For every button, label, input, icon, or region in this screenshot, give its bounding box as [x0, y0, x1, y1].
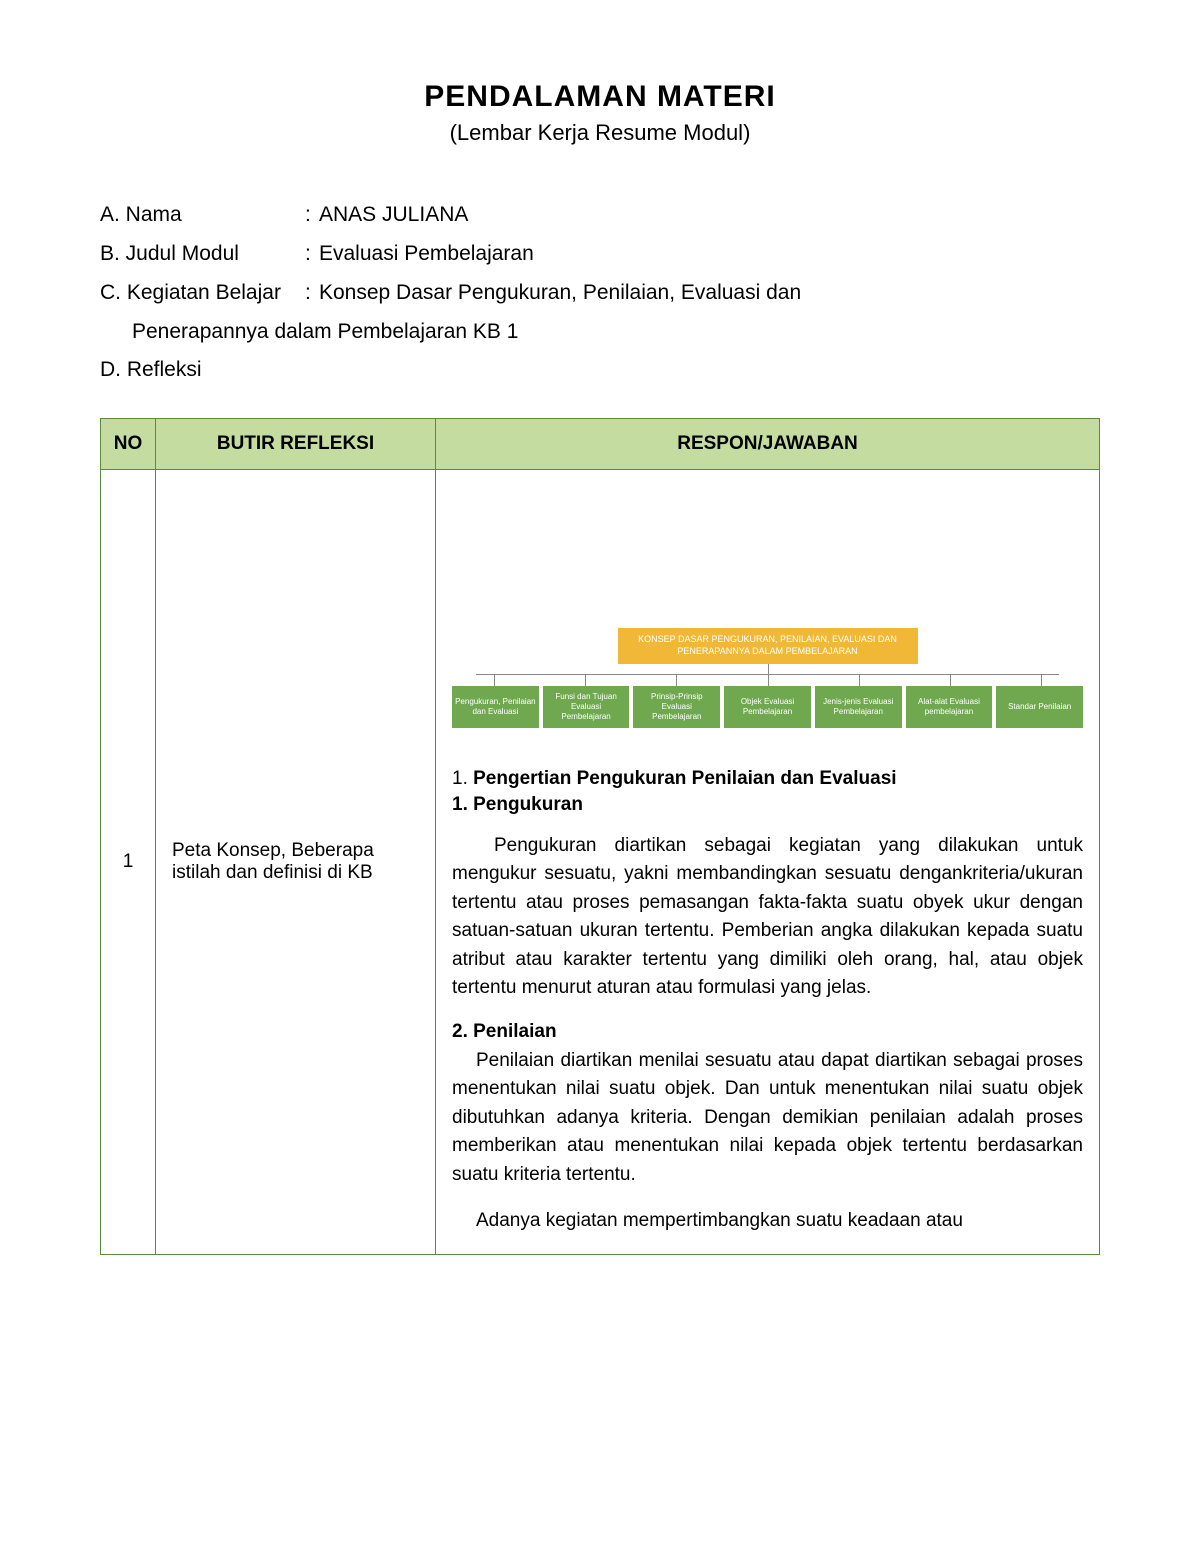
info-label: B. Judul Modul [100, 235, 305, 274]
info-label: A. Nama [100, 196, 305, 235]
info-value: Evaluasi Pembelajaran [319, 235, 1100, 274]
refleksi-table: NO BUTIR REFLEKSI RESPON/JAWABAN 1 Peta … [100, 418, 1100, 1254]
page-title: PENDALAMAN MATERI [100, 80, 1100, 114]
info-continuation: Penerapannya dalam Pembelajaran KB 1 [100, 313, 1100, 352]
info-value: ANAS JULIANA [319, 196, 1100, 235]
info-row-refleksi: D. Refleksi [100, 351, 1100, 390]
info-label: D. Refleksi [100, 351, 305, 390]
concept-map-diagram: KONSEP DASAR PENGUKURAN, PENILAIAN, EVAL… [452, 628, 1083, 727]
page-subtitle: (Lembar Kerja Resume Modul) [100, 120, 1100, 146]
diagram-child-node: Prinsip-Prinsip Evaluasi Pembelajaran [633, 686, 720, 728]
respon-heading-1: 1. Pengertian Pengukuran Penilaian dan E… [452, 768, 1083, 790]
diagram-child-node: Alat-alat Evaluasi pembelajaran [906, 686, 993, 728]
paragraph: Adanya kegiatan mempertimbangkan suatu k… [452, 1207, 1083, 1236]
diagram-root-node: KONSEP DASAR PENGUKURAN, PENILAIAN, EVAL… [618, 628, 918, 663]
table-header-row: NO BUTIR REFLEKSI RESPON/JAWABAN [101, 419, 1100, 470]
colon: : [305, 235, 319, 274]
th-no: NO [101, 419, 156, 470]
info-row-kegiatan: C. Kegiatan Belajar : Konsep Dasar Pengu… [100, 274, 1100, 313]
paragraph: Pengukuran diartikan sebagai kegiatan ya… [452, 832, 1083, 1003]
diagram-child-node: Funsi dan Tujuan Evaluasi Pembelajaran [543, 686, 630, 728]
diagram-child-node: Pengukuran, Penilaian dan Evaluasi [452, 686, 539, 728]
table-row: 1 Peta Konsep, Beberapa istilah dan defi… [101, 470, 1100, 1254]
info-value: Konsep Dasar Pengukuran, Penilaian, Eval… [319, 274, 1100, 313]
title-block: PENDALAMAN MATERI (Lembar Kerja Resume M… [100, 80, 1100, 146]
diagram-child-node: Standar Penilaian [996, 686, 1083, 728]
cell-no: 1 [101, 470, 156, 1254]
h1-bold: Pengertian Pengukuran Penilaian dan Eval… [473, 768, 896, 789]
diagram-children: Pengukuran, Penilaian dan Evaluasi Funsi… [452, 686, 1083, 728]
respon-heading-2: 1. Pengukuran [452, 794, 1083, 816]
h1-prefix: 1. [452, 768, 473, 789]
paragraph: Penilaian diartikan menilai sesuatu atau… [452, 1047, 1083, 1190]
info-label: C. Kegiatan Belajar [100, 274, 305, 313]
info-list: A. Nama : ANAS JULIANA B. Judul Modul : … [100, 196, 1100, 390]
cell-butir: Peta Konsep, Beberapa istilah dan defini… [156, 470, 436, 1254]
respon-body: 1. Pengertian Pengukuran Penilaian dan E… [452, 768, 1083, 1236]
info-row-modul: B. Judul Modul : Evaluasi Pembelajaran [100, 235, 1100, 274]
colon: : [305, 196, 319, 235]
diagram-connector [452, 664, 1083, 686]
diagram-child-node: Objek Evaluasi Pembelajaran [724, 686, 811, 728]
th-butir: BUTIR REFLEKSI [156, 419, 436, 470]
cell-respon: KONSEP DASAR PENGUKURAN, PENILAIAN, EVAL… [436, 470, 1100, 1254]
colon: : [305, 274, 319, 313]
respon-subhead-2: 2. Penilaian [452, 1021, 1083, 1043]
th-respon: RESPON/JAWABAN [436, 419, 1100, 470]
info-row-nama: A. Nama : ANAS JULIANA [100, 196, 1100, 235]
diagram-child-node: Jenis-jenis Evaluasi Pembelajaran [815, 686, 902, 728]
